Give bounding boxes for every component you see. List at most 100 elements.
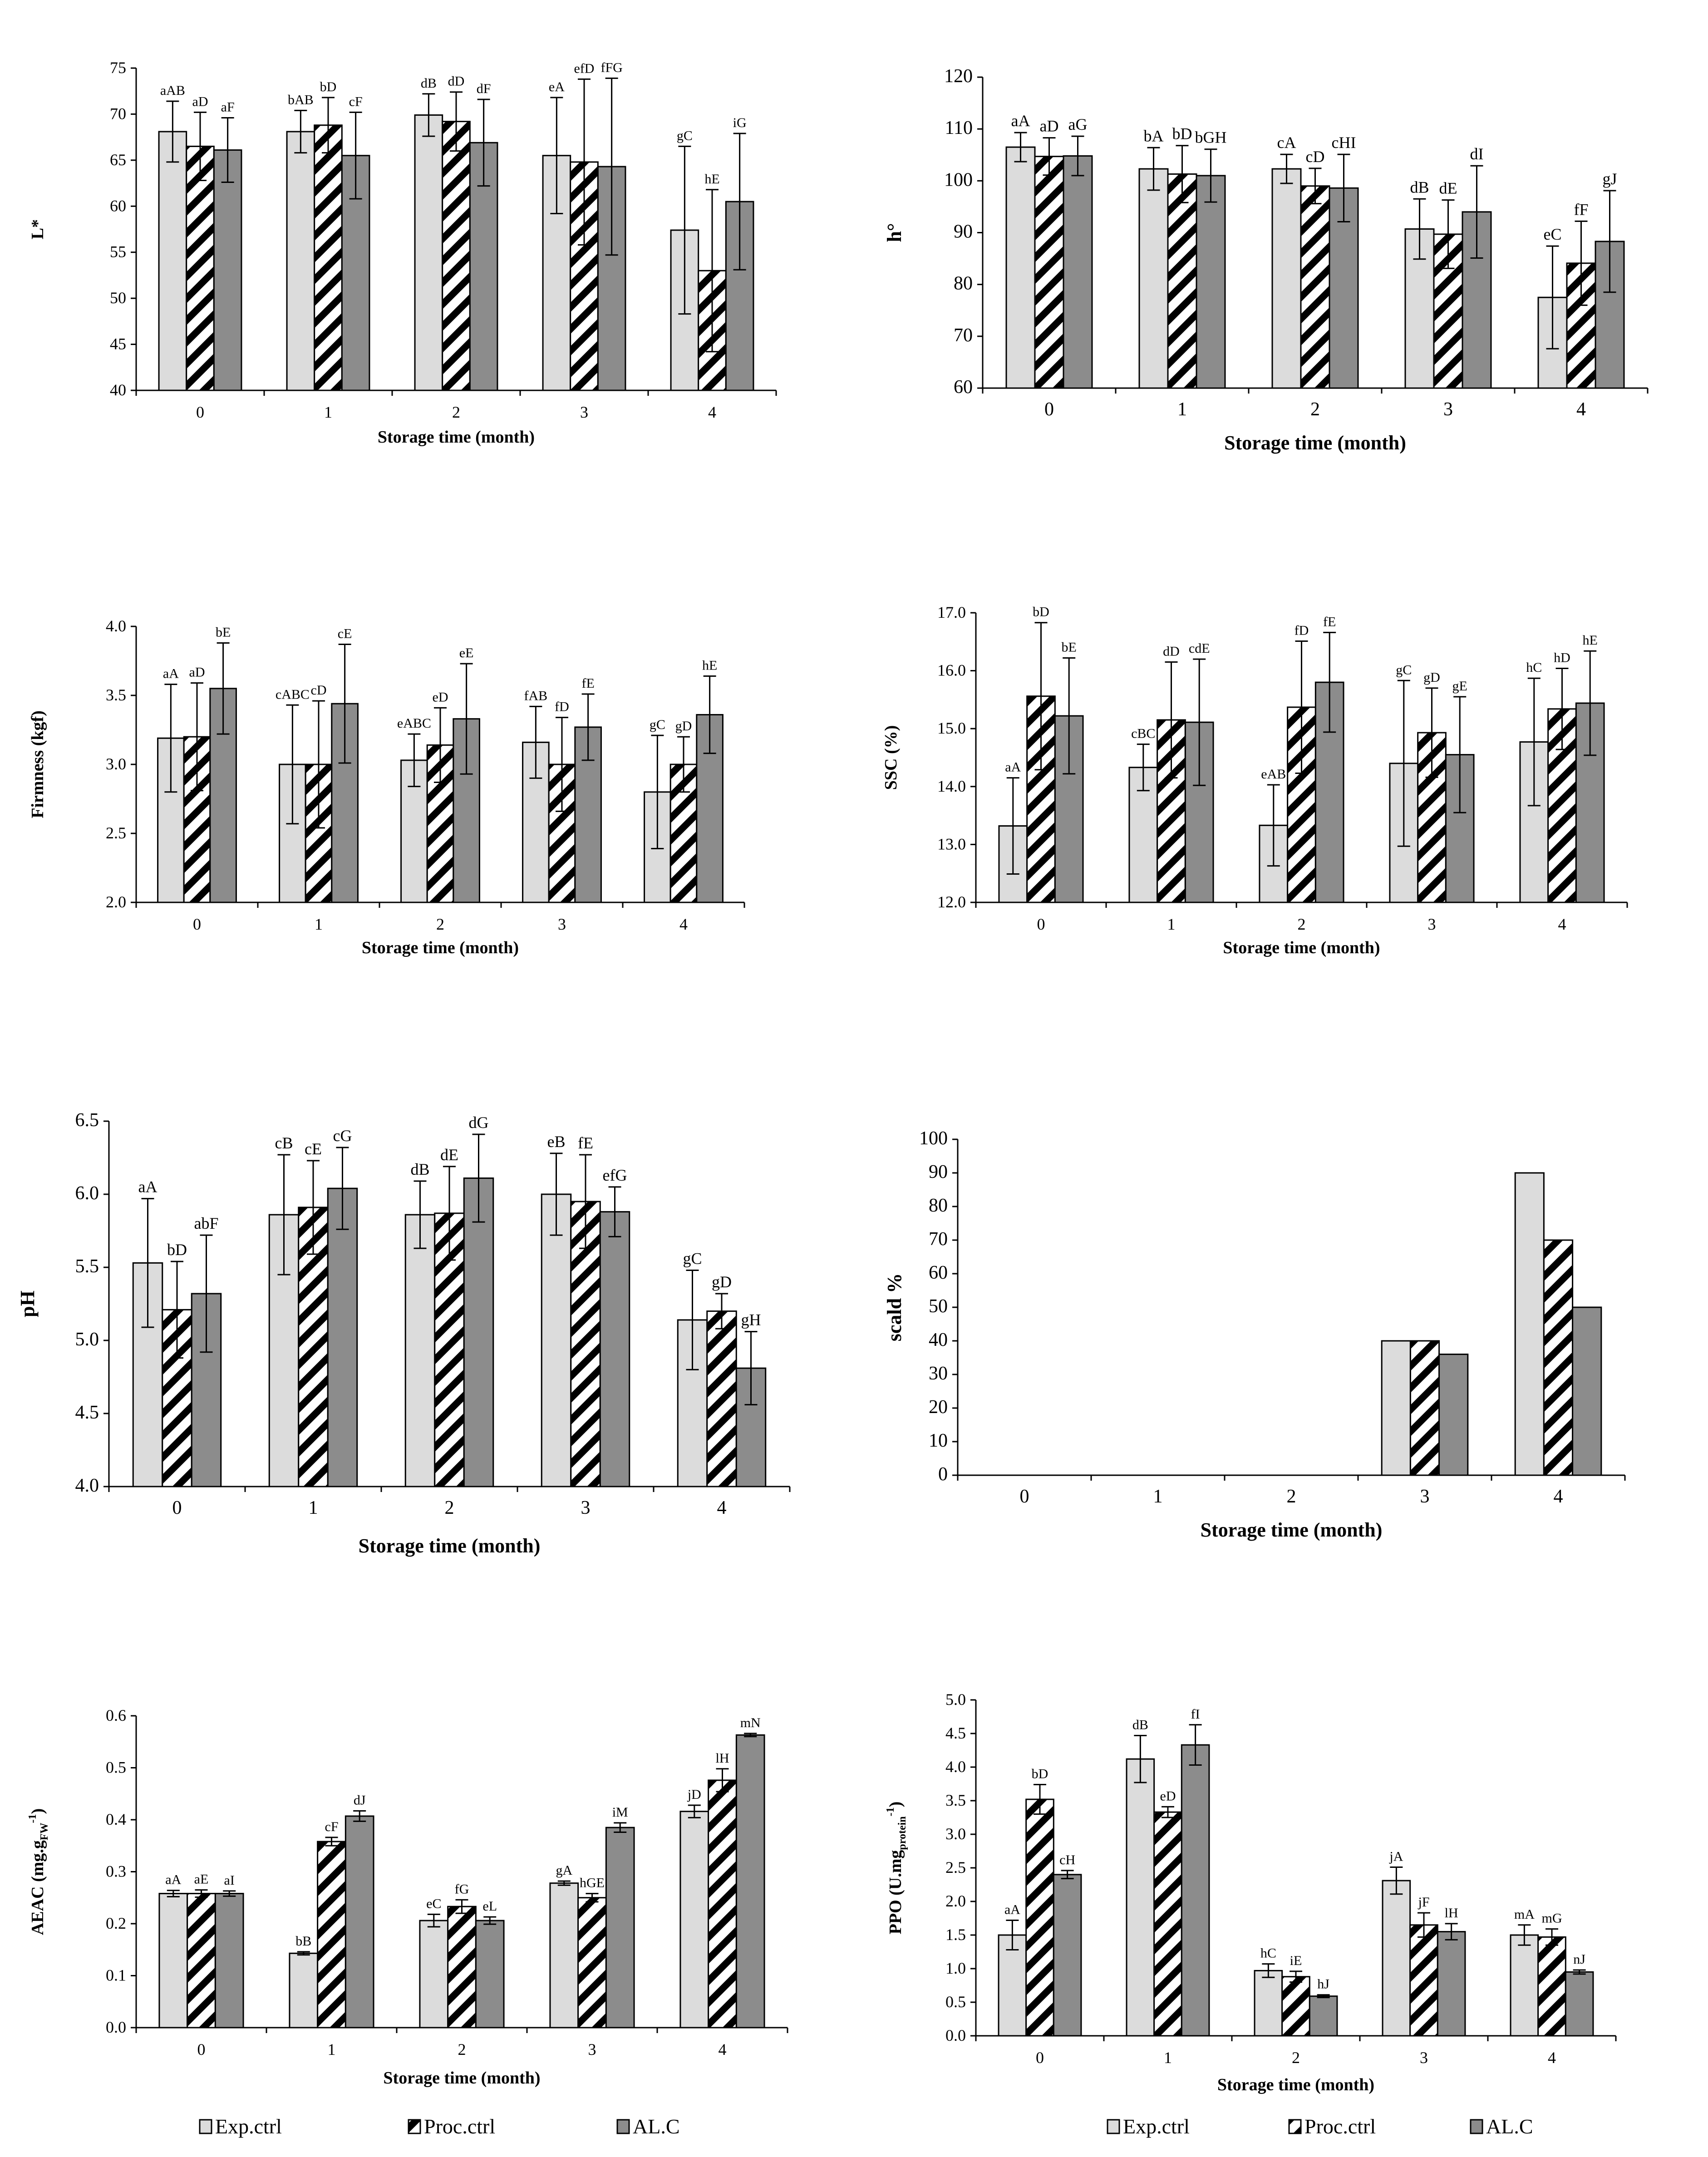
- data-label: gH: [741, 1311, 761, 1329]
- y-axis-title: pH: [16, 1290, 39, 1317]
- x-axis-title: Storage time (month): [1201, 1519, 1383, 1541]
- chart-scald: 0 10 20 30 40 50 60 70 80 90 100 0 1 2 3 4 Storage time …: [883, 1128, 1626, 1541]
- x-axis-title: Storage time (month): [1223, 938, 1380, 957]
- data-label: dG: [469, 1113, 489, 1132]
- y-tick-label: 4.5: [75, 1402, 99, 1423]
- data-label: efG: [603, 1166, 627, 1184]
- y-tick-label: 75: [110, 59, 126, 77]
- y-tick-label: 6.5: [75, 1110, 99, 1131]
- y-tick-label: 40: [110, 381, 126, 399]
- x-tick-label: 1: [328, 2040, 336, 2059]
- data-label: cE: [338, 626, 352, 641]
- data-label: lH: [1445, 1906, 1458, 1921]
- data-label: cABC: [276, 687, 310, 702]
- y-tick-label: 4.5: [945, 1724, 966, 1742]
- x-tick-label: 0: [1020, 1486, 1029, 1507]
- data-label: dB: [410, 1160, 429, 1178]
- legend-swatch-al-c: [1470, 2119, 1483, 2134]
- y-axis-title-main: AEAC (mg.g: [28, 1840, 47, 1935]
- bar-exp-ctrl-2: [1271, 168, 1302, 389]
- y-tick-label: 60: [929, 1262, 948, 1283]
- y-tick-label: 17.0: [937, 603, 966, 621]
- x-tick-label: 3: [1420, 1486, 1430, 1507]
- y-axis-title-main: pH: [16, 1290, 39, 1317]
- bar-proc-ctrl-0: [187, 1893, 216, 2029]
- y-axis-title: scald %: [883, 1273, 906, 1341]
- bar-exp-ctrl-4: [1510, 1934, 1539, 2037]
- y-axis-title-sub: protein: [896, 1816, 908, 1850]
- chart-ppo: 0.0 0.5 1.0 1.5 2.0 2.5 3.0 3.5 4.0 4.5 5.0 0 1 2 3 4 St…: [885, 1690, 1617, 2094]
- x-tick-label: 1: [1164, 2049, 1172, 2067]
- y-tick-label: 0.4: [106, 1810, 126, 1828]
- x-tick-label: 2: [458, 2040, 466, 2059]
- data-label: cdE: [1189, 641, 1210, 656]
- y-tick-label: 6.0: [75, 1183, 99, 1204]
- data-label: aD: [1040, 117, 1059, 135]
- data-label: aI: [224, 1873, 235, 1888]
- y-tick-label: 70: [929, 1229, 948, 1250]
- y-axis-title: Firmness (kgf): [28, 710, 47, 818]
- bar-proc-ctrl-2: [442, 121, 471, 391]
- y-tick-label: 0.0: [106, 2018, 126, 2036]
- legend-2: Exp.ctrl Proc.ctrl AL.C: [1107, 2115, 1533, 2138]
- data-label: aA: [138, 1178, 158, 1196]
- data-label: iE: [1290, 1953, 1302, 1968]
- y-tick-label: 1.0: [945, 1959, 966, 1977]
- x-tick-label: 3: [588, 2040, 596, 2059]
- data-label: hE: [704, 172, 719, 187]
- data-label: dF: [477, 81, 491, 96]
- bar-exp-ctrl-3: [549, 1882, 579, 2029]
- x-axis-title: Storage time (month): [362, 938, 519, 957]
- data-label: aA: [165, 1872, 181, 1887]
- y-axis-title: PPO (U.mgprotein-1): [885, 1802, 908, 1935]
- y-tick-label: 40: [929, 1330, 948, 1350]
- bar-exp-ctrl-1: [286, 131, 315, 391]
- x-axis-title: Storage time (month): [1224, 432, 1406, 454]
- data-label: cHI: [1332, 133, 1356, 152]
- chart-h: 60 70 80 90 100 110 120 0 1 2 3 4 Storage time (mont…: [883, 66, 1649, 454]
- y-tick-label: 2.0: [106, 893, 126, 911]
- y-tick-label: 90: [954, 222, 973, 242]
- x-tick-label: 2: [1310, 399, 1320, 420]
- x-tick-label: 4: [1576, 399, 1586, 420]
- y-tick-label: 0.5: [106, 1758, 126, 1777]
- data-label: hJ: [1317, 1977, 1329, 1992]
- legend-swatch-al-c: [616, 2119, 630, 2134]
- y-tick-label: 3.0: [106, 755, 126, 773]
- y-tick-label: 60: [954, 377, 973, 398]
- y-tick-label: 3.0: [945, 1825, 966, 1843]
- data-label: gC: [677, 128, 693, 143]
- x-tick-label: 2: [1298, 915, 1306, 933]
- x-tick-label: 0: [1044, 399, 1054, 420]
- bar-al-c-1: [1196, 175, 1226, 389]
- data-label: cH: [1059, 1852, 1075, 1867]
- x-tick-label: 3: [581, 1497, 591, 1518]
- x-tick-label: 4: [717, 1497, 727, 1518]
- data-label: jA: [1389, 1849, 1403, 1864]
- y-tick-label: 12.0: [937, 893, 966, 911]
- x-tick-label: 1: [1167, 915, 1176, 933]
- x-axis-title: Storage time (month): [359, 1535, 541, 1557]
- x-tick-label: 0: [193, 915, 201, 933]
- x-tick-label: 0: [1036, 2049, 1044, 2067]
- y-tick-label: 20: [929, 1397, 948, 1418]
- data-label: cB: [275, 1134, 293, 1152]
- x-tick-label: 2: [1287, 1486, 1296, 1507]
- data-label: eC: [1544, 225, 1562, 243]
- x-tick-label: 1: [324, 403, 332, 421]
- data-label: gC: [683, 1249, 702, 1267]
- data-label: jD: [687, 1787, 701, 1802]
- data-label: hD: [1554, 650, 1570, 665]
- data-label: aA: [1005, 760, 1021, 775]
- data-label: gD: [712, 1273, 732, 1291]
- data-label: fAB: [524, 688, 548, 703]
- data-label: cF: [325, 1819, 339, 1834]
- data-label: eD: [1160, 1788, 1176, 1803]
- x-tick-label: 3: [558, 915, 566, 933]
- chart-aeac: 0.0 0.1 0.2 0.3 0.4 0.5 0.6 0 1 2 3 4 Storage time (…: [27, 1706, 788, 2088]
- data-label: hE: [1583, 633, 1598, 648]
- x-axis-title: Storage time (month): [378, 428, 535, 447]
- bar-al-c-0: [1063, 155, 1093, 389]
- data-label: eAB: [1261, 767, 1286, 782]
- data-label: cG: [333, 1127, 352, 1145]
